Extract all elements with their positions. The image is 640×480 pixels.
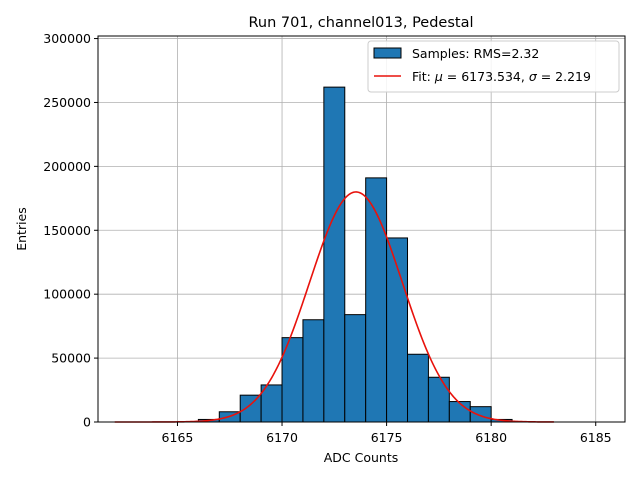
histogram-bar	[448, 401, 471, 423]
histogram-bar	[239, 394, 262, 423]
legend-label-fit: Fit: μ = 6173.534, σ = 2.219	[412, 69, 591, 84]
y-axis-label: Entries	[14, 207, 29, 251]
y-tick-label: 0	[83, 415, 91, 430]
histogram-bar	[407, 353, 429, 423]
legend-label-samples: Samples: RMS=2.32	[412, 46, 539, 61]
legend-box	[367, 40, 620, 93]
y-tick-label: 150000	[43, 223, 91, 238]
x-tick-label: 6170	[266, 430, 298, 445]
x-tick-label: 6165	[162, 430, 194, 445]
x-tick-label: 6180	[475, 430, 507, 445]
histogram-bar	[323, 86, 346, 423]
histogram-bar	[469, 406, 492, 423]
y-tick-label: 200000	[43, 159, 91, 174]
histogram-bar	[302, 319, 325, 423]
plot-frame	[97, 35, 626, 423]
y-axis-ticks: 0 50000 100000 150000 200000 250000 300000	[43, 31, 98, 430]
y-tick-label: 50000	[51, 351, 91, 366]
x-tick-label: 6175	[371, 430, 403, 445]
legend: Samples: RMS=2.32 Fit: μ = 6173.534, σ =…	[367, 40, 620, 93]
histogram-bars	[197, 86, 513, 423]
y-tick-label: 300000	[43, 31, 91, 46]
y-tick-label: 100000	[43, 287, 91, 302]
x-tick-label: 6185	[580, 430, 612, 445]
y-tick-label: 250000	[43, 95, 91, 110]
chart-title: Run 701, channel013, Pedestal	[248, 15, 473, 31]
histogram-bar	[427, 376, 450, 423]
histogram-bar	[344, 314, 367, 423]
x-axis-label: ADC Counts	[324, 450, 399, 465]
legend-swatch-samples	[373, 47, 402, 59]
x-axis-ticks: 6165 6170 6175 6180 6185	[162, 422, 612, 445]
